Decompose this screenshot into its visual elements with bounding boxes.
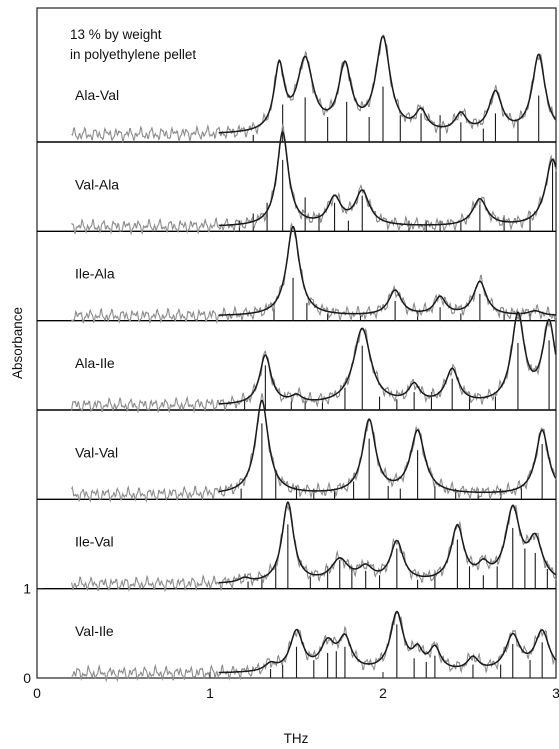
x-axis: 0 1 2 3 bbox=[33, 672, 559, 701]
fit-curve bbox=[218, 501, 557, 584]
annotation-line-1: 13 % by weight bbox=[70, 27, 162, 42]
series-label: Val-Val bbox=[75, 444, 118, 460]
series-label: Ile-Val bbox=[75, 534, 114, 550]
spectrum-ile-ala bbox=[37, 222, 557, 325]
experimental-trace bbox=[71, 312, 557, 414]
fit-curve bbox=[218, 610, 557, 674]
fit-curve bbox=[218, 131, 557, 227]
fit-curve bbox=[218, 311, 557, 405]
fit-curve bbox=[218, 35, 557, 134]
spectra-group bbox=[37, 34, 557, 683]
annotation-line-2: in polyethylene pellet bbox=[70, 47, 196, 62]
experimental-trace bbox=[71, 222, 557, 325]
x-tick-label: 3 bbox=[552, 685, 559, 701]
y-tick-label: 0 bbox=[23, 670, 31, 686]
spectrum-ala-ile bbox=[37, 311, 557, 414]
y-tick-label: 1 bbox=[23, 581, 31, 597]
fit-curve bbox=[218, 399, 557, 493]
spectrum-ile-val bbox=[37, 501, 557, 593]
x-tick-label: 0 bbox=[33, 685, 41, 701]
spectrum-ala-val bbox=[37, 34, 557, 144]
series-label: Ala-Val bbox=[75, 87, 119, 103]
y-axis: 01 bbox=[23, 581, 43, 686]
spectrum-val-ile bbox=[71, 610, 557, 683]
spectrum-val-ala bbox=[37, 123, 557, 236]
series-labels-group: Ala-Val Val-Ala Ile-Ala Ala-Ile Val-Val Ile-V… bbox=[75, 87, 119, 639]
fit-curve bbox=[218, 226, 556, 316]
spectrum-val-val bbox=[37, 393, 557, 503]
series-label: Val-Ile bbox=[75, 623, 114, 639]
experimental-trace bbox=[71, 611, 557, 683]
experimental-trace bbox=[71, 123, 557, 236]
plot-frame bbox=[36, 7, 557, 679]
x-tick-label: 1 bbox=[206, 685, 214, 701]
x-tick-label: 2 bbox=[379, 685, 387, 701]
experimental-trace bbox=[71, 34, 557, 144]
series-label: Val-Ala bbox=[75, 176, 119, 192]
x-axis-label: THz bbox=[284, 731, 309, 746]
series-label: Ala-Ile bbox=[75, 355, 115, 371]
y-axis-label: Absorbance bbox=[10, 307, 25, 379]
series-label: Ile-Ala bbox=[75, 266, 115, 282]
